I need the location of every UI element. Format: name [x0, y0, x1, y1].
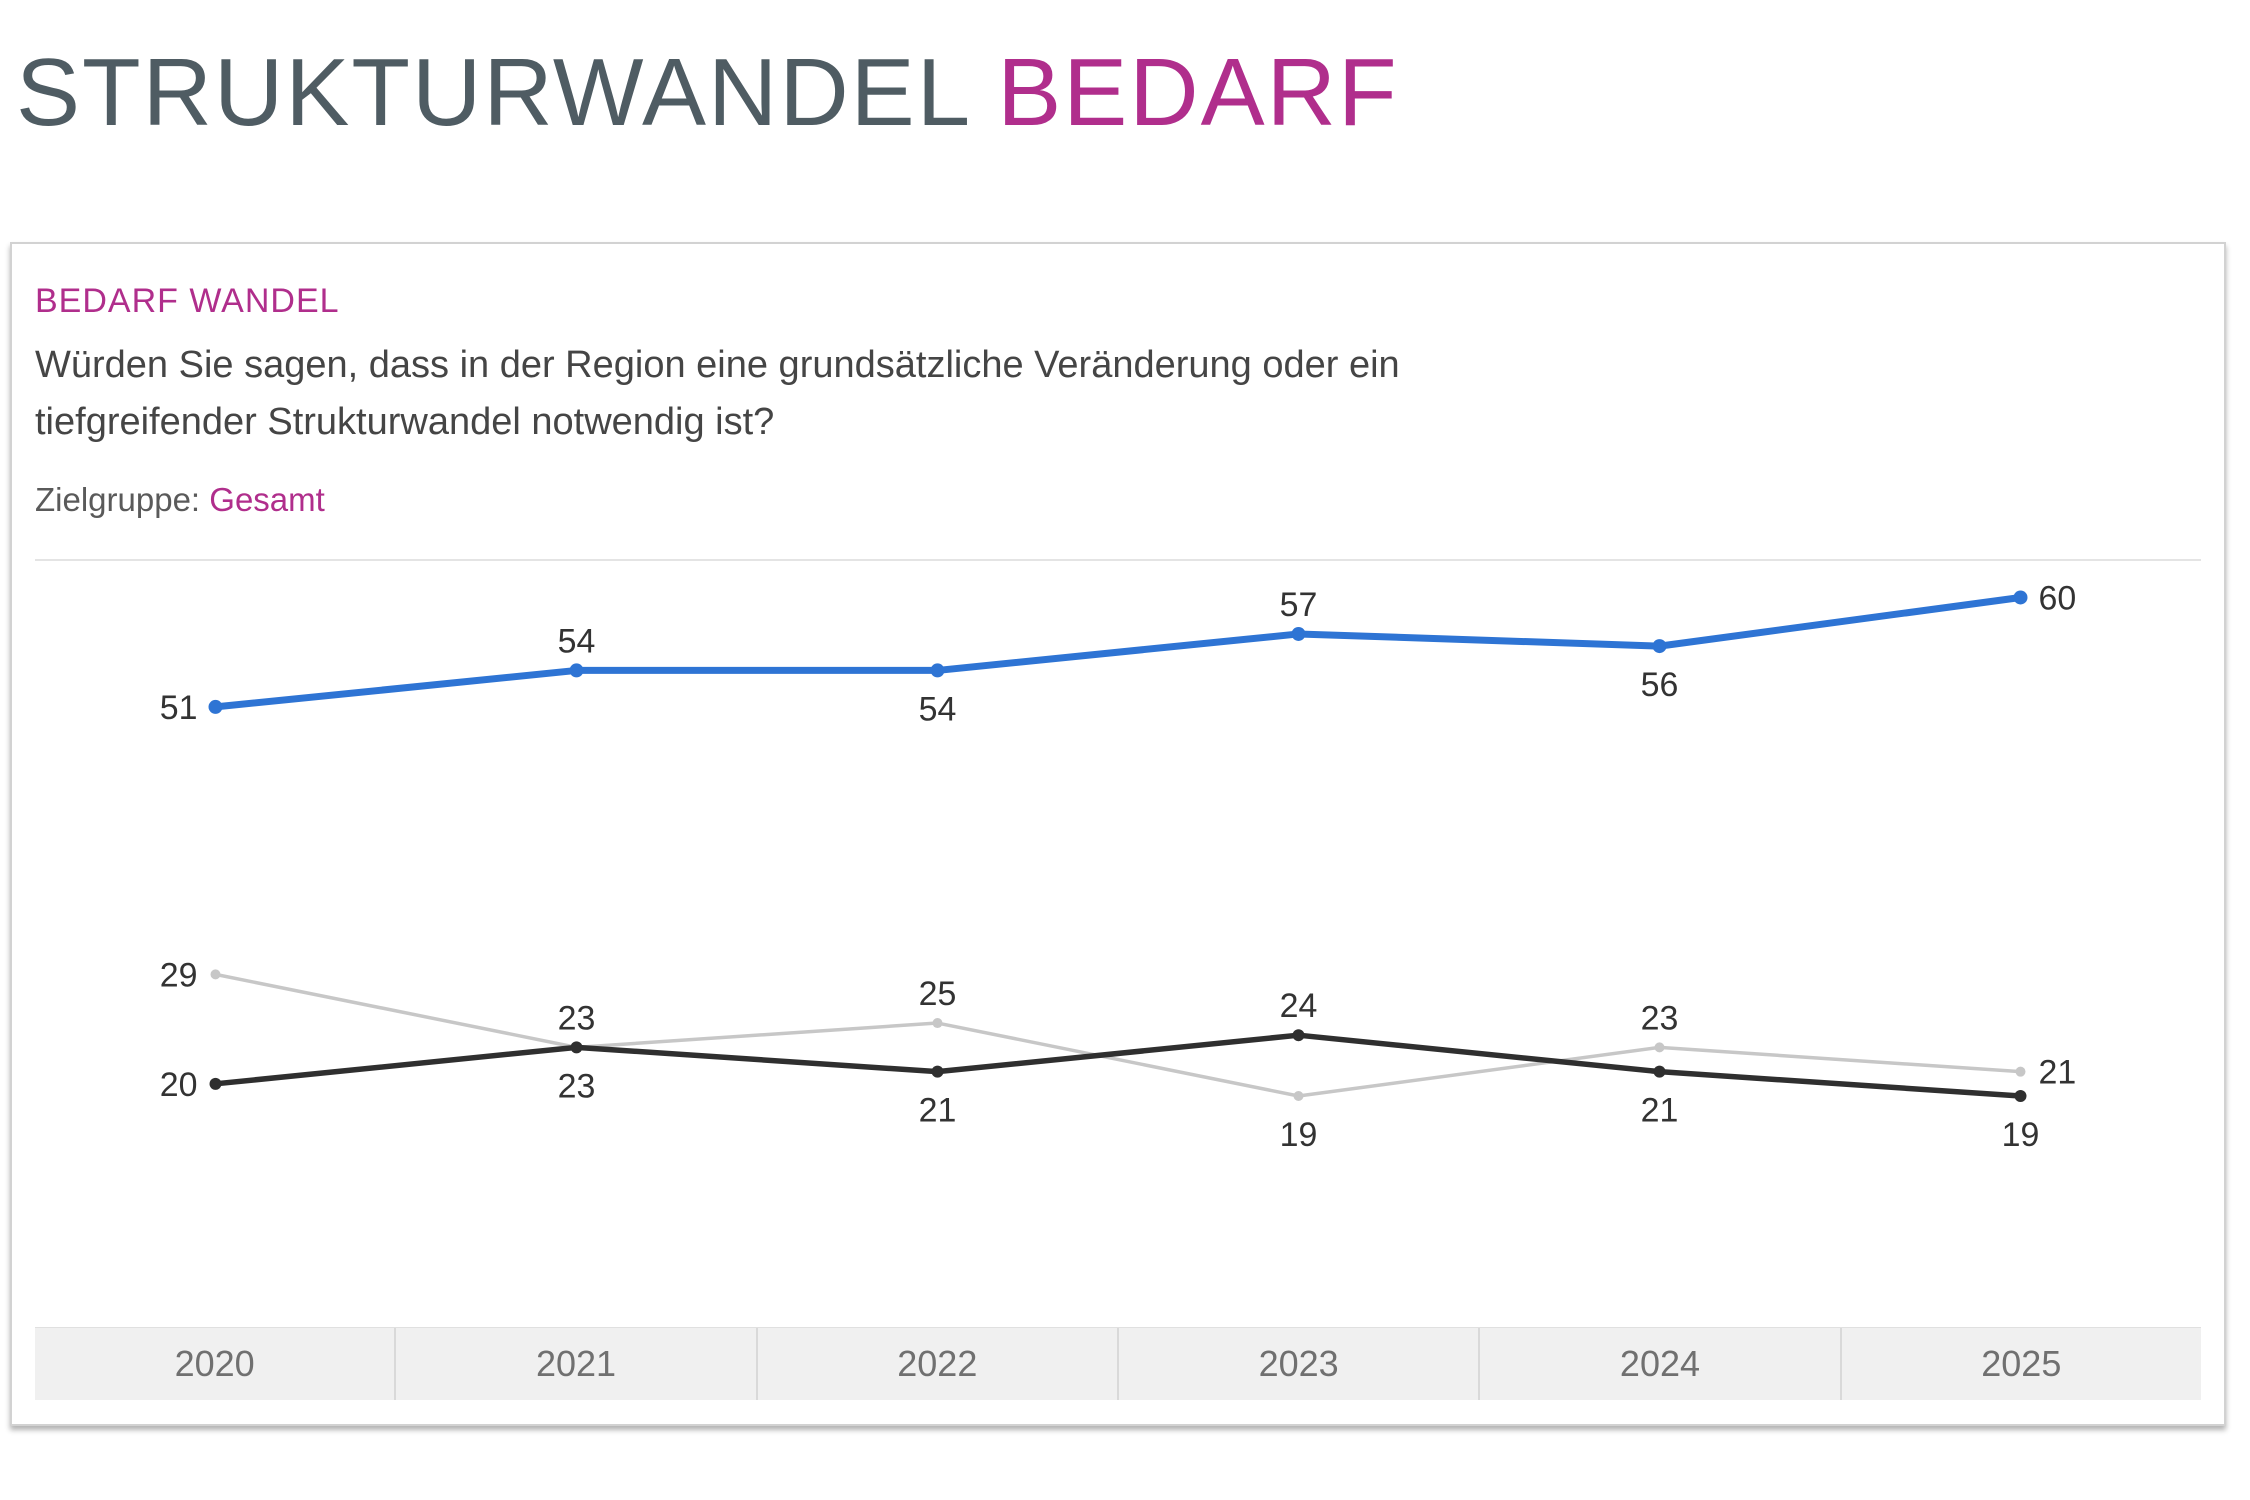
year-cell: 2021 — [394, 1328, 755, 1400]
data-point-dark-series[interactable] — [209, 1077, 222, 1090]
value-label: 19 — [2002, 1116, 2040, 1154]
value-label: 54 — [558, 622, 596, 660]
value-label: 25 — [919, 975, 957, 1013]
value-label: 56 — [1641, 666, 1679, 704]
value-label: 19 — [1280, 1116, 1318, 1154]
chart-area: 51 54 54 57 56 60 20 23 21 24 21 19 29 23 25 19 23 21 — [35, 559, 2201, 1327]
year-cell: 2020 — [35, 1328, 394, 1400]
year-label: 2021 — [535, 1343, 617, 1384]
data-point-dark-series[interactable] — [570, 1041, 583, 1054]
target-group-label: Zielgruppe: — [35, 481, 201, 518]
data-point-dark-series[interactable] — [931, 1065, 944, 1078]
year-cell: 2024 — [1478, 1328, 1839, 1400]
data-point-gray-series[interactable] — [2015, 1066, 2026, 1077]
page-title-accent: BEDARF — [997, 39, 1399, 146]
year-label: 2020 — [174, 1343, 255, 1384]
value-label: 21 — [1641, 1092, 1679, 1130]
value-label: 23 — [1641, 999, 1679, 1037]
data-point-dark-series[interactable] — [1292, 1029, 1305, 1042]
value-label: 57 — [1280, 586, 1318, 624]
value-label: 21 — [919, 1092, 957, 1130]
year-cell: 2023 — [1116, 1328, 1478, 1400]
year-label: 2024 — [1619, 1343, 1701, 1384]
value-label: 23 — [558, 999, 596, 1037]
target-group-row: Zielgruppe: Gesamt — [35, 481, 2201, 519]
data-point-dark-series[interactable] — [1653, 1065, 1666, 1078]
data-point-dark-series[interactable] — [2014, 1089, 2027, 1102]
page-title-main: STRUKTURWANDEL — [16, 39, 969, 146]
data-point-strukturwandel-notwendig[interactable] — [930, 663, 945, 678]
data-point-gray-series[interactable] — [1293, 1090, 1304, 1101]
data-point-strukturwandel-notwendig[interactable] — [1291, 626, 1306, 641]
year-cell: 2025 — [1839, 1328, 2201, 1400]
data-point-strukturwandel-notwendig[interactable] — [569, 663, 584, 678]
value-label: 24 — [1280, 987, 1318, 1025]
series-line-gray-series — [215, 972, 2021, 1098]
year-label: 2023 — [1258, 1343, 1339, 1384]
value-label: 23 — [558, 1067, 596, 1105]
series-line-dark-series — [215, 1032, 2021, 1099]
trend-chart: 51 54 54 57 56 60 20 23 21 24 21 19 29 23 25 19 23 21 — [160, 579, 2076, 1154]
year-label: 2022 — [897, 1343, 978, 1384]
chart-subtitle: BEDARF WANDEL — [35, 282, 340, 320]
data-point-strukturwandel-notwendig[interactable] — [208, 699, 223, 714]
survey-question: Würden Sie sagen, dass in der Region ein… — [35, 344, 1400, 443]
value-label: 54 — [919, 690, 957, 728]
value-label: 21 — [2038, 1054, 2076, 1092]
data-point-gray-series[interactable] — [932, 1018, 943, 1029]
dashboard-panel: BEDARF WANDEL Würden Sie sagen, dass in … — [10, 242, 2226, 1426]
x-axis-band: 2020 2021 2022 2023 2024 2025 — [35, 1327, 2201, 1400]
data-point-strukturwandel-notwendig[interactable] — [1652, 639, 1667, 654]
year-label: 2025 — [1981, 1343, 2062, 1384]
data-point-gray-series[interactable] — [1654, 1042, 1665, 1053]
value-label: 51 — [160, 689, 198, 727]
page-title: STRUKTURWANDEL BEDARF — [16, 38, 1399, 148]
target-group-value[interactable]: Gesamt — [209, 481, 325, 518]
data-point-gray-series[interactable] — [210, 969, 221, 980]
series-line-strukturwandel-notwendig — [215, 594, 2021, 711]
data-point-strukturwandel-notwendig[interactable] — [2013, 590, 2028, 605]
value-label: 29 — [160, 956, 198, 994]
year-cell: 2022 — [755, 1328, 1117, 1400]
value-label: 60 — [2038, 579, 2076, 617]
value-label: 20 — [160, 1066, 198, 1104]
